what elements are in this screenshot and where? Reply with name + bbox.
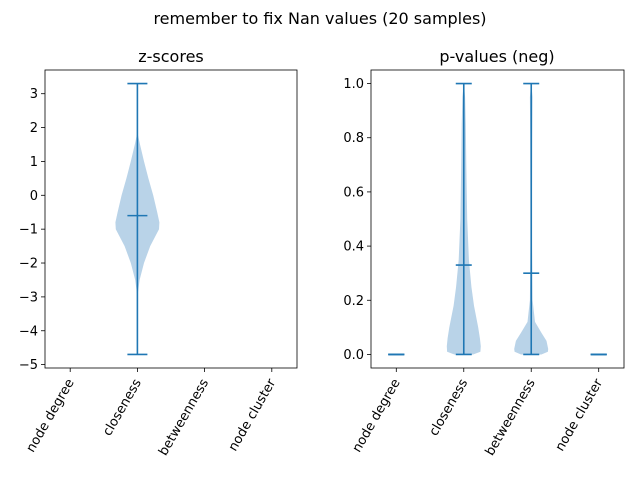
x-tick-label-closeness: closeness: [427, 376, 472, 438]
p-values-axes: p-values (neg) 0.0 0.2 0.4 0.6 0.8 1.0 node de…: [343, 47, 625, 458]
z-scores-axes: z-scores −5 −4 −3 −2 −1 0 1 2 3 node degree closen…: [19, 47, 298, 458]
y-tick-label: 3: [30, 87, 38, 102]
y-tick-label: 0.2: [343, 294, 364, 309]
x-tick-label-betweenness: betweenness: [483, 376, 539, 458]
y-tick-label: −4: [19, 324, 38, 339]
figure-suptitle: remember to fix Nan values (20 samples): [153, 9, 486, 28]
y-tick-label: 0: [30, 189, 38, 204]
axes-frame: [44, 69, 298, 369]
z-scores-title: z-scores: [138, 47, 204, 66]
x-tick-label-node-cluster: node cluster: [226, 376, 280, 454]
y-tick-label: 2: [30, 121, 38, 136]
y-tick-label: 0.8: [343, 131, 364, 146]
y-tick-label: −1: [19, 223, 38, 238]
y-tick-label: 0.6: [343, 185, 364, 200]
x-tick-label-betweenness: betweenness: [156, 376, 212, 458]
y-tick-label: 0.0: [343, 348, 364, 363]
y-tick-label: 1.0: [343, 77, 364, 92]
axes-frame: [370, 69, 625, 369]
x-tick-label-node-degree: node degree: [24, 377, 78, 456]
y-tick-label: −3: [19, 290, 38, 305]
y-tick-label: 0.4: [343, 240, 364, 255]
x-tick-label-node-degree: node degree: [350, 377, 404, 456]
x-tick-label-node-cluster: node cluster: [553, 376, 607, 454]
y-tick-label: 1: [30, 155, 38, 170]
x-tick-label-closeness: closeness: [100, 376, 145, 438]
y-tick-label: −5: [19, 358, 38, 373]
y-tick-label: −2: [19, 257, 38, 272]
p-values-title: p-values (neg): [439, 47, 554, 66]
